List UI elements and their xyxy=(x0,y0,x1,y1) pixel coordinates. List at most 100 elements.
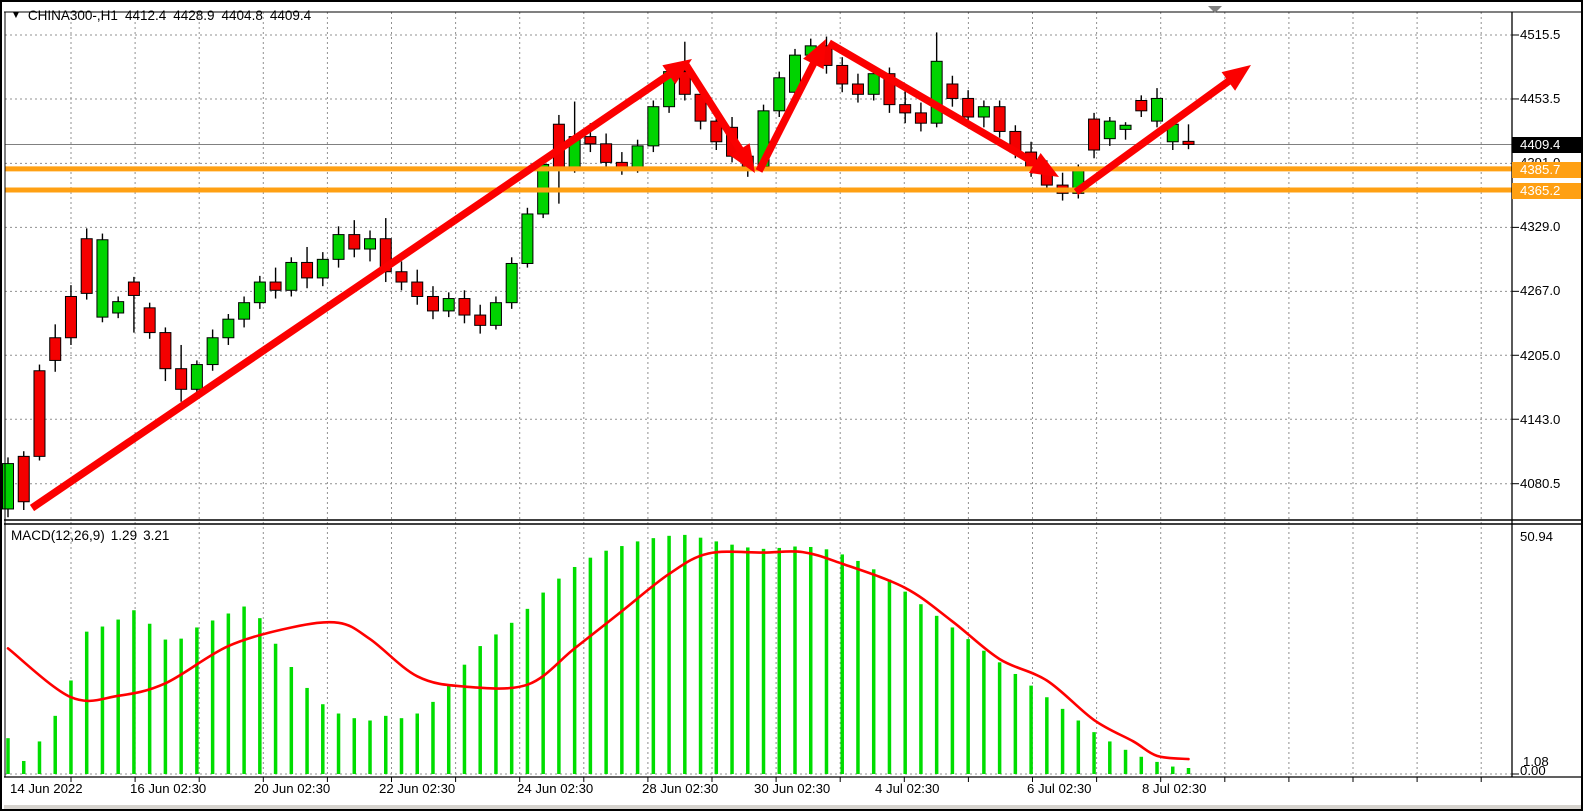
candle-body xyxy=(316,258,329,279)
candle-body xyxy=(96,239,109,318)
candle-body xyxy=(851,83,864,95)
ohlc-open: 4412.4 xyxy=(124,8,167,23)
macd-histogram-bar xyxy=(352,718,357,774)
macd-histogram-bar xyxy=(84,631,89,774)
macd-histogram-bar xyxy=(1155,761,1159,774)
macd-histogram-bar xyxy=(478,646,482,774)
current-price-badge: 4409.4 xyxy=(1512,137,1581,153)
macd-histogram-bar xyxy=(1186,767,1191,774)
macd-histogram-bar xyxy=(1139,756,1144,774)
macd-histogram-bar xyxy=(604,550,608,774)
candle-body xyxy=(301,261,314,279)
chart-shift-marker-icon[interactable] xyxy=(1208,6,1222,13)
candle-body xyxy=(1135,99,1148,112)
macd-histogram-bar xyxy=(210,620,215,774)
macd-histogram-bar xyxy=(1060,708,1065,774)
trend-arrow-head[interactable] xyxy=(730,143,755,173)
candle-body xyxy=(867,73,880,95)
macd-axis-label: 50.94 xyxy=(1520,529,1554,544)
macd-histogram-bar xyxy=(1123,749,1128,774)
level-price-badge: 4385.7 xyxy=(1512,162,1581,178)
macd-histogram-bar xyxy=(258,618,262,774)
trend-arrow-head[interactable] xyxy=(1221,65,1251,91)
candle-body xyxy=(600,143,613,163)
macd-histogram-bar xyxy=(494,634,498,774)
macd-histogram-bar xyxy=(966,639,970,774)
candle-body xyxy=(489,302,502,326)
candle-body xyxy=(773,77,786,112)
time-axis-label: 16 Jun 02:30 xyxy=(130,781,207,796)
macd-histogram-bar xyxy=(698,537,703,774)
macd-histogram-bar xyxy=(572,566,577,774)
candle-body xyxy=(993,106,1006,132)
candle-body xyxy=(1151,97,1164,122)
candle-body xyxy=(175,368,188,390)
candle-body xyxy=(143,307,156,334)
macd-histogram-bar xyxy=(242,606,246,774)
trend-arrow-shaft[interactable] xyxy=(755,58,819,173)
macd-histogram-bar xyxy=(840,554,844,774)
candle-body xyxy=(678,71,691,95)
macd-histogram-bar xyxy=(163,639,168,774)
macd-histogram-bar xyxy=(21,760,26,774)
price-axis-label: 4515.5 xyxy=(1520,27,1561,42)
macd-histogram-bar xyxy=(651,538,656,774)
candle-body xyxy=(17,455,30,503)
macd-signal-line xyxy=(6,550,1190,761)
macd-histogram-bar xyxy=(1092,732,1096,774)
ohlc-low: 4404.8 xyxy=(221,8,263,23)
macd-histogram-bar xyxy=(761,548,766,774)
trend-arrow-shaft[interactable] xyxy=(1073,76,1234,196)
price-axis-label: 4205.0 xyxy=(1520,348,1561,363)
candle-body xyxy=(1119,124,1132,130)
trend-arrow-head[interactable] xyxy=(1029,152,1059,177)
macd-histogram-bar xyxy=(509,622,514,774)
time-axis-label: 4 Jul 02:30 xyxy=(875,781,940,796)
trend-arrow-shaft[interactable] xyxy=(682,62,746,155)
macd-histogram-bar xyxy=(950,627,955,774)
symbol-period-label: CHINA300-,H1 xyxy=(27,8,118,23)
candle-body xyxy=(631,145,644,170)
price-axis-label: 4143.0 xyxy=(1520,412,1561,427)
candle-body xyxy=(238,302,251,320)
time-axis-label: 8 Jul 02:30 xyxy=(1142,781,1207,796)
candle-body xyxy=(899,104,912,114)
macd-histogram-bar xyxy=(431,701,435,774)
trend-arrow-head[interactable] xyxy=(803,39,826,70)
macd-histogram-bar xyxy=(982,650,986,774)
candle-body xyxy=(474,314,487,326)
macd-histogram-bar xyxy=(289,667,294,774)
macd-histogram-bar xyxy=(1076,720,1081,774)
candle-body xyxy=(914,112,927,124)
macd-histogram-bar xyxy=(620,546,624,774)
macd-histogram-bar xyxy=(525,608,530,774)
trend-arrow-shaft[interactable] xyxy=(29,69,675,512)
time-axis-label: 30 Jun 02:30 xyxy=(754,781,831,796)
macd-histogram-bar xyxy=(1045,697,1049,774)
macd-histogram-bar xyxy=(321,704,325,774)
candle-body xyxy=(190,364,203,390)
time-axis-label: 20 Jun 02:30 xyxy=(254,781,331,796)
macd-histogram-bar xyxy=(683,534,687,774)
candle-body xyxy=(2,463,14,510)
macd-histogram-bar xyxy=(53,715,57,774)
candle-body xyxy=(159,332,172,370)
candle-body xyxy=(112,301,125,314)
candle-body xyxy=(977,106,990,118)
candle-body xyxy=(1103,120,1116,140)
trend-arrow-head[interactable] xyxy=(662,59,692,85)
ohlc-high: 4428.9 xyxy=(173,8,215,23)
macd-histogram-bar xyxy=(714,541,719,774)
macd-histogram-bar xyxy=(384,715,388,774)
time-axis-label: 28 Jun 02:30 xyxy=(642,781,719,796)
candle-body xyxy=(930,60,943,124)
indicator-macd-value: 1.29 xyxy=(110,528,138,543)
price-axis-label: 4329.0 xyxy=(1520,219,1561,234)
symbol-dropdown-icon[interactable]: ▼ xyxy=(11,10,21,21)
candle-body xyxy=(962,97,975,118)
macd-histogram-bar xyxy=(808,546,813,774)
trend-arrow-shaft[interactable] xyxy=(827,39,1041,169)
macd-histogram-bar xyxy=(368,720,372,774)
